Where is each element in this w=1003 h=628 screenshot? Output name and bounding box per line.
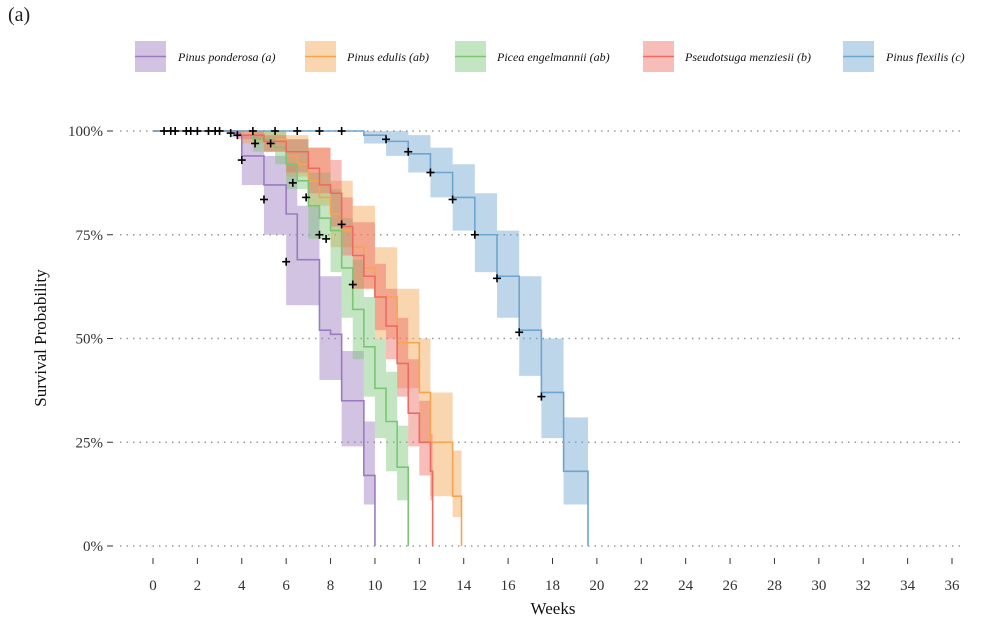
x-tick-label: 18 (545, 578, 560, 594)
censor-mark (171, 127, 180, 135)
x-tick-label: 36 (945, 578, 961, 594)
legend-item: Picea engelmannii (ab) (455, 41, 610, 72)
x-tick-label: 28 (767, 578, 782, 594)
survival-curve (153, 130, 376, 546)
x-tick-label: 2 (194, 578, 202, 594)
censor-mark (251, 139, 260, 148)
y-tick-label: 75% (76, 228, 104, 244)
censor-mark (288, 178, 297, 187)
censor-mark (515, 328, 524, 337)
x-tick-label: 10 (367, 578, 382, 594)
y-axis: 0% 25% 50% 75% 100% (68, 124, 113, 555)
censor-mark (237, 156, 246, 165)
legend-label: Picea engelmannii (ab) (496, 50, 610, 64)
censor-mark (448, 195, 457, 204)
censor-mark (322, 234, 331, 243)
y-tick-label: 100% (68, 124, 103, 140)
x-tick-label: 0 (149, 578, 157, 594)
confidence-band (153, 131, 409, 546)
censor-mark (493, 274, 502, 283)
censor-mark (470, 230, 479, 239)
censor-mark (404, 147, 413, 156)
y-tick-label: 50% (76, 332, 104, 348)
y-axis-title: Survival Probability (31, 269, 50, 407)
x-tick-label: 24 (678, 578, 694, 594)
y-tick-label: 25% (76, 435, 104, 451)
x-tick-label: 12 (412, 578, 427, 594)
censor-mark (215, 127, 224, 135)
legend-item: Pinus flexilis (c) (843, 41, 965, 72)
censor-mark (537, 392, 546, 401)
x-tick-label: 16 (501, 578, 517, 594)
survival-curve (153, 130, 434, 546)
x-axis-title: Weeks (531, 599, 576, 618)
x-tick-label: 6 (282, 578, 290, 594)
censor-mark (226, 129, 235, 138)
censor-mark (337, 127, 346, 135)
legend-label: Pinus edulis (ab) (346, 50, 429, 64)
censor-mark (315, 127, 324, 135)
x-tick-label: 22 (634, 578, 649, 594)
censor-mark (293, 127, 302, 135)
censor-mark (193, 127, 202, 135)
censor-mark (248, 127, 257, 135)
censor-mark (233, 131, 242, 140)
censor-mark (271, 127, 280, 135)
censor-mark (382, 135, 391, 144)
censor-marks (160, 127, 546, 401)
censor-mark (302, 193, 311, 202)
x-tick-label: 8 (327, 578, 335, 594)
confidence-band (153, 131, 433, 546)
confidence-band (153, 131, 462, 546)
legend-item: Pinus ponderosa (a) (135, 41, 276, 72)
x-tick-label: 34 (900, 578, 916, 594)
x-tick-label: 30 (811, 578, 826, 594)
x-tick-label: 4 (238, 578, 246, 594)
censor-mark (315, 230, 324, 239)
censor-mark (259, 195, 268, 204)
censor-mark (282, 257, 291, 266)
legend-label: Pinus ponderosa (a) (177, 50, 276, 64)
censor-mark (337, 220, 346, 229)
censor-mark (348, 280, 357, 289)
censor-mark (266, 139, 275, 148)
y-tick-label: 0% (83, 539, 103, 555)
x-tick-label: 26 (723, 578, 739, 594)
x-axis: 0 2 4 6 8 10 12 14 16 18 20 22 24 26 28 30 32 34 36 (149, 558, 960, 594)
x-tick-label: 20 (589, 578, 604, 594)
legend-label: Pseudotsuga menziesii (b) (684, 50, 811, 64)
censor-mark (426, 168, 435, 177)
legend: Pinus ponderosa (a) Pinus edulis (ab) Pice… (135, 41, 965, 72)
legend-item: Pseudotsuga menziesii (b) (643, 41, 811, 72)
survival-curve (153, 130, 410, 546)
legend-item: Pinus edulis (ab) (305, 41, 429, 72)
x-tick-label: 14 (456, 578, 472, 594)
x-tick-label: 32 (856, 578, 871, 594)
legend-label: Pinus flexilis (c) (885, 50, 965, 64)
panel-label: (a) (8, 4, 31, 26)
